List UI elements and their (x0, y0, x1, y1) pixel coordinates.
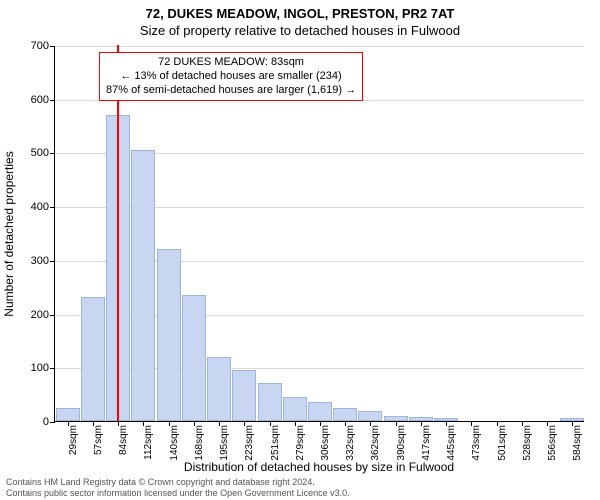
y-axis-label: Number of detached properties (2, 46, 20, 422)
x-axis-label: Distribution of detached houses by size … (54, 460, 584, 474)
xtick-label: 390sqm (396, 425, 407, 461)
histogram-bar (333, 408, 357, 421)
footer-line1: Contains HM Land Registry data © Crown c… (6, 477, 350, 487)
histogram-bar (258, 383, 282, 421)
xtick-label: 223sqm (244, 425, 255, 461)
xtick-label: 528sqm (522, 425, 533, 461)
footer-attribution: Contains HM Land Registry data © Crown c… (6, 477, 350, 498)
xtick-label: 445sqm (446, 425, 457, 461)
xtick-label: 501sqm (497, 425, 508, 461)
annotation-line: 72 DUKES MEADOW: 83sqm (106, 56, 356, 70)
ytick-label: 500 (31, 147, 55, 159)
histogram-bar (207, 357, 231, 421)
xtick-label: 473sqm (471, 425, 482, 461)
histogram-bar (308, 402, 332, 421)
xtick-label: 84sqm (118, 425, 129, 455)
histogram-bar (283, 397, 307, 421)
histogram-bar (81, 297, 105, 421)
ytick-label: 300 (31, 255, 55, 267)
ytick-label: 100 (31, 362, 55, 374)
xtick-label: 195sqm (219, 425, 230, 461)
histogram-bar (182, 295, 206, 421)
xtick-label: 417sqm (421, 425, 432, 461)
annotation-callout: 72 DUKES MEADOW: 83sqm← 13% of detached … (99, 52, 363, 101)
histogram-bar (232, 370, 256, 421)
xtick-label: 584sqm (572, 425, 583, 461)
xtick-label: 168sqm (194, 425, 205, 461)
property-marker-line (117, 45, 119, 421)
ytick-label: 700 (31, 40, 55, 52)
ytick-label: 200 (31, 309, 55, 321)
histogram-bar (358, 411, 382, 421)
histogram-bar (56, 408, 80, 421)
footer-line2: Contains public sector information licen… (6, 488, 350, 498)
xtick-label: 140sqm (169, 425, 180, 461)
xtick-label: 556sqm (547, 425, 558, 461)
ytick-label: 600 (31, 94, 55, 106)
ytick-label: 400 (31, 201, 55, 213)
histogram-bar (157, 249, 181, 421)
xtick-label: 112sqm (143, 425, 154, 460)
xtick-label: 279sqm (295, 425, 306, 461)
title-subtitle: Size of property relative to detached ho… (0, 21, 600, 42)
xtick-label: 251sqm (270, 425, 281, 461)
xtick-label: 362sqm (370, 425, 381, 461)
xtick-label: 57sqm (93, 425, 104, 455)
annotation-line: ← 13% of detached houses are smaller (23… (106, 70, 356, 84)
chart-container: 010020030040050060070029sqm57sqm84sqm112… (54, 46, 584, 422)
grid-line (55, 46, 584, 47)
annotation-line: 87% of semi-detached houses are larger (… (106, 84, 356, 98)
title-address: 72, DUKES MEADOW, INGOL, PRESTON, PR2 7A… (0, 0, 600, 21)
xtick-label: 29sqm (68, 425, 79, 455)
xtick-label: 306sqm (320, 425, 331, 461)
xtick-label: 332sqm (345, 425, 356, 461)
ytick-label: 0 (43, 416, 55, 428)
plot-area: 010020030040050060070029sqm57sqm84sqm112… (54, 46, 584, 422)
histogram-bar (131, 150, 155, 421)
